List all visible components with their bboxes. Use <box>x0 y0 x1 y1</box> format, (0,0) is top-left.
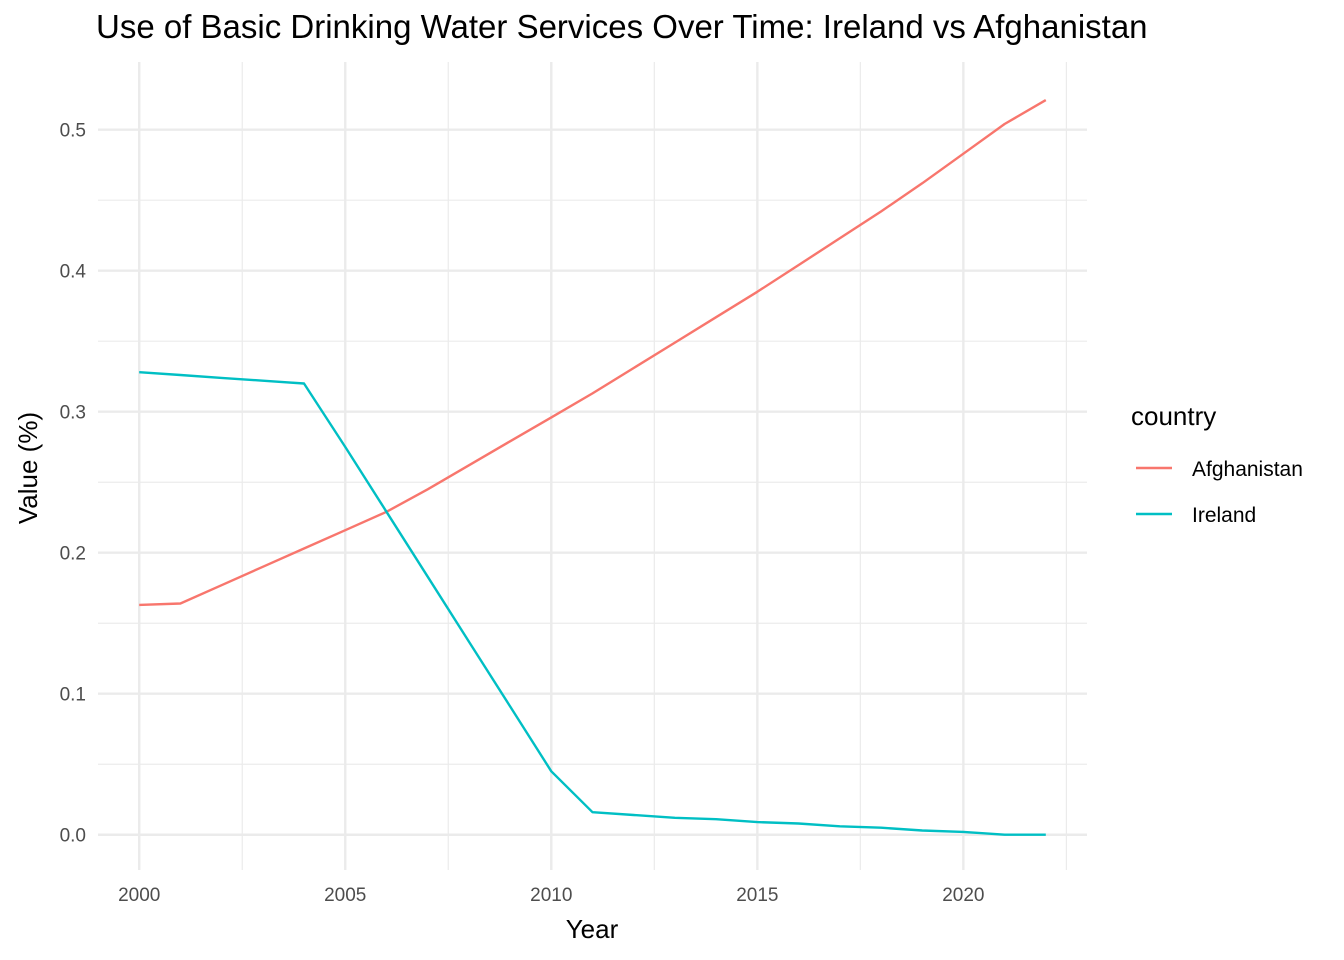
legend-title: country <box>1131 401 1216 431</box>
legend-label-ireland: Ireland <box>1192 504 1256 527</box>
series-lines <box>139 99 1047 836</box>
x-axis-title: Year <box>566 914 619 944</box>
y-tick-label: 0.5 <box>60 121 86 142</box>
series-line-ireland <box>139 371 1046 836</box>
x-tick-label: 2015 <box>736 885 778 906</box>
x-tick-label: 2010 <box>530 885 572 906</box>
x-tick-label: 2020 <box>942 885 984 906</box>
minor-gridlines <box>98 62 1087 870</box>
y-tick-label: 0.4 <box>60 262 87 283</box>
x-axis-tick-labels: 2000 2005 2010 2015 2020 <box>118 885 984 906</box>
y-axis-title: Value (%) <box>13 412 43 524</box>
y-axis-tick-labels: 0.0 0.1 0.2 0.3 0.4 0.5 <box>60 121 87 847</box>
y-tick-label: 0.0 <box>60 826 86 847</box>
legend: country Afghanistan Ireland <box>1131 401 1303 527</box>
y-tick-label: 0.1 <box>60 685 86 706</box>
legend-label-afghanistan: Afghanistan <box>1192 458 1303 481</box>
y-tick-label: 0.3 <box>60 403 86 424</box>
chart-title: Use of Basic Drinking Water Services Ove… <box>96 8 1148 45</box>
x-tick-label: 2000 <box>118 885 160 906</box>
y-tick-label: 0.2 <box>60 544 86 565</box>
x-tick-label: 2005 <box>324 885 366 906</box>
major-gridlines <box>98 62 1087 870</box>
series-line-afghanistan <box>139 99 1047 607</box>
